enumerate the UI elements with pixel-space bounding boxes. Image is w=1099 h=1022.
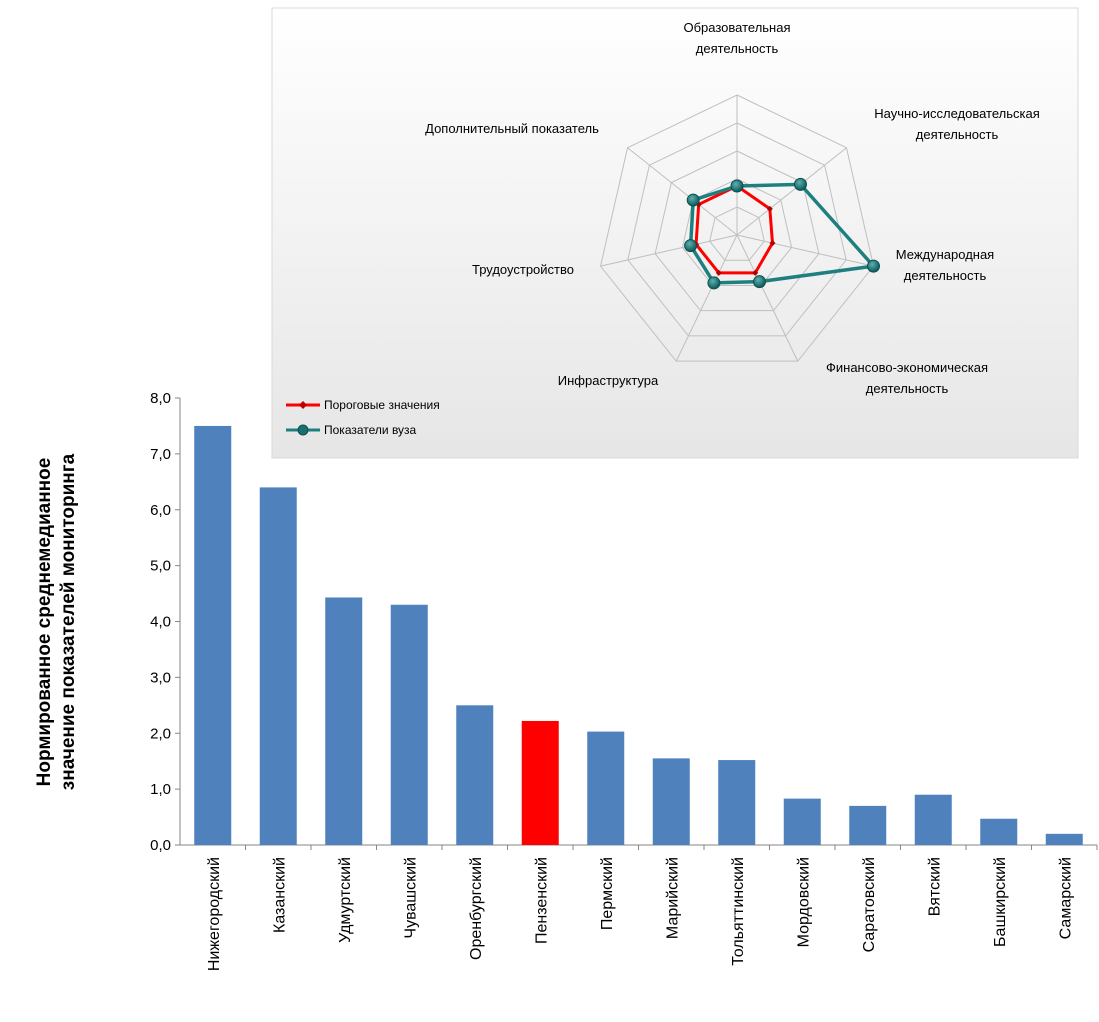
radar-spoke bbox=[627, 147, 738, 236]
bar-y-tick-label: 5,0 bbox=[150, 558, 171, 575]
radar-legend: Пороговые значения Показатели вуза bbox=[284, 396, 440, 446]
radar-point bbox=[769, 240, 776, 247]
bar-y-tick-label: 8,0 bbox=[150, 390, 171, 407]
radar-point bbox=[766, 205, 773, 212]
radar-point bbox=[752, 275, 766, 289]
radar-axis-label: Международная bbox=[896, 247, 994, 262]
bar-y-axis-label-line: Нормированное среднемедианное bbox=[34, 458, 55, 787]
radar-axis-label: Образовательная bbox=[683, 20, 790, 35]
legend-item-university: Показатели вуза bbox=[284, 421, 440, 439]
radar-spoke bbox=[675, 234, 738, 362]
bar bbox=[980, 818, 1018, 845]
radar-axis-label: Инфраструктура bbox=[558, 373, 659, 388]
bar-y-axis-label: Нормированное среднемедианное значение по… bbox=[34, 453, 79, 790]
radar-axis-label: Дополнительный показатель bbox=[425, 121, 599, 136]
radar-series bbox=[684, 177, 880, 290]
radar-axis-label: Финансово-экономическая bbox=[826, 360, 988, 375]
bar bbox=[914, 794, 952, 845]
bar-x-tick-label: Казанский bbox=[271, 857, 288, 933]
radar-grid-ring bbox=[627, 122, 847, 337]
bar bbox=[587, 731, 625, 845]
radar-axis-label: Трудоустройство bbox=[472, 262, 574, 277]
bar-x-tick-label: Нижегородский bbox=[206, 857, 223, 971]
bar bbox=[194, 425, 232, 845]
radar-series-line bbox=[694, 184, 774, 275]
bar-y-tick-label: 7,0 bbox=[150, 446, 171, 463]
radar-point bbox=[752, 269, 759, 276]
bar bbox=[849, 805, 887, 845]
bar-y-tick-label: 3,0 bbox=[150, 669, 171, 686]
radar-spoke bbox=[600, 234, 738, 267]
bar bbox=[390, 604, 428, 845]
legend-label: Пороговые значения bbox=[324, 398, 440, 412]
radar-panel bbox=[271, 7, 1079, 459]
legend-teal-line-icon bbox=[284, 423, 322, 437]
bar-x-tick-label: Самарский bbox=[1057, 857, 1074, 939]
radar-axis-label: Научно-исследовательская bbox=[874, 106, 1040, 121]
radar-axis-label: деятельность bbox=[866, 381, 949, 396]
bar-series bbox=[194, 425, 1083, 845]
bar bbox=[718, 760, 756, 845]
bar bbox=[325, 597, 363, 845]
radar-grid bbox=[599, 94, 875, 362]
bar-y-ticks: 0,0 1,0 2,0 3,0 4,0 5,0 6,0 7,0 8,0 bbox=[150, 390, 171, 854]
radar-point bbox=[684, 239, 698, 253]
radar-spoke bbox=[736, 234, 874, 267]
radar-point bbox=[793, 177, 807, 191]
bar-x-tick-label: Чувашский bbox=[402, 857, 419, 939]
bar bbox=[456, 705, 494, 845]
radar-spoke bbox=[736, 234, 799, 362]
radar-point bbox=[715, 269, 722, 276]
radar-grid-ring bbox=[654, 150, 820, 312]
bar bbox=[259, 487, 297, 845]
bar bbox=[652, 758, 690, 845]
bar-x-tick-label: Саратовский bbox=[861, 857, 878, 952]
bar-x-tick-label: Марийский bbox=[664, 857, 681, 939]
radar-axis-label: деятельность bbox=[696, 41, 779, 56]
bar-y-tick-label: 6,0 bbox=[150, 502, 171, 519]
legend-red-line-icon bbox=[284, 398, 322, 412]
radar-axis-label: деятельность bbox=[916, 127, 999, 142]
radar-spoke bbox=[736, 147, 847, 236]
bar bbox=[521, 720, 559, 845]
radar-series-line bbox=[688, 182, 876, 285]
bar-x-tick-label: Пермский bbox=[599, 857, 616, 930]
bar-x-tick-labels: Нижегородский Казанский Удмуртский Чувашски… bbox=[206, 857, 1075, 971]
bar bbox=[783, 798, 821, 845]
legend-label: Показатели вуза bbox=[324, 423, 417, 437]
bar-x-tick-label: Оренбургский bbox=[468, 857, 485, 960]
radar-point bbox=[686, 193, 700, 207]
bar-y-tick-label: 1,0 bbox=[150, 781, 171, 798]
bar-y-tick-label: 2,0 bbox=[150, 725, 171, 742]
bar bbox=[1045, 833, 1083, 845]
radar-point bbox=[866, 259, 880, 273]
radar-axis-labels: Образовательная деятельность Научно-исслед… bbox=[425, 20, 1040, 396]
bar-y-tick-label: 0,0 bbox=[150, 837, 171, 854]
bar-axes bbox=[175, 397, 1098, 850]
radar-grid-ring bbox=[709, 206, 765, 261]
radar-axis-label: деятельность bbox=[904, 268, 987, 283]
bar-x-tick-label: Башкирский bbox=[992, 857, 1009, 947]
bar-y-axis-label-line: значение показателей мониторинга bbox=[58, 453, 79, 790]
bar-x-tick-label: Удмуртский bbox=[337, 857, 354, 943]
bar-x-tick-label: Вятский bbox=[926, 857, 943, 916]
radar-point bbox=[707, 276, 721, 290]
radar-grid-ring bbox=[599, 94, 875, 362]
legend-item-threshold: Пороговые значения bbox=[284, 396, 440, 414]
radar-point bbox=[730, 179, 744, 193]
bar-x-tick-label: Мордовский bbox=[795, 857, 812, 947]
bar-x-tick-label: Тольяттинский bbox=[730, 857, 747, 966]
bar-y-tick-label: 4,0 bbox=[150, 614, 171, 631]
bar-x-tick-label: Пензенский bbox=[533, 857, 550, 944]
